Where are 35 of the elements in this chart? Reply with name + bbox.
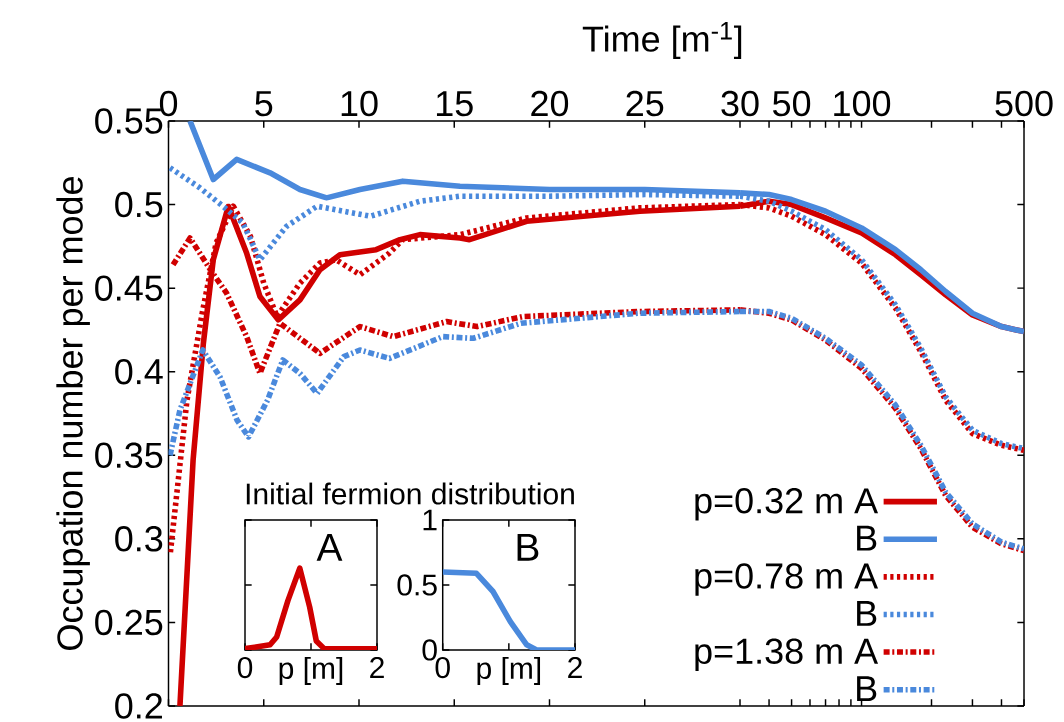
x-tick-label: 500 xyxy=(995,90,1053,117)
x-tick-label: 25 xyxy=(626,90,664,117)
legend-label: B xyxy=(857,676,877,702)
annotation: B xyxy=(517,533,539,561)
y-tick-label: 1 xyxy=(423,509,437,531)
x-axis-title: Time [m$^{-1}$] xyxy=(582,22,742,59)
x-tick-label: 15 xyxy=(436,91,473,117)
y-tick-label: 0.4 xyxy=(115,358,163,385)
x-axis-title: p [m] xyxy=(477,656,541,685)
y-tick-label: 0.3 xyxy=(115,526,163,552)
legend-label: p=0.32 m A xyxy=(695,488,879,521)
y-tick-label: 0.5 xyxy=(397,574,437,596)
y-tick-label: 0.2 xyxy=(115,693,162,719)
y-tick-label: 0.35 xyxy=(95,442,163,469)
chart-title: Initial fermion distribution xyxy=(246,482,574,505)
x-tick-label: 20 xyxy=(531,90,569,117)
x-tick-label: 100 xyxy=(834,90,891,117)
x-tick-label: 30 xyxy=(721,90,759,117)
x-tick-label: 0 xyxy=(237,656,253,679)
annotation: A xyxy=(316,533,343,561)
y-axis-title: Occupation number per mode xyxy=(56,177,90,650)
y-tick-label: 0 xyxy=(422,639,437,661)
x-tick-label: 2 xyxy=(370,656,384,678)
y-tick-label: 0.25 xyxy=(95,609,163,636)
legend-label: B xyxy=(857,525,877,551)
x-tick-label: 5 xyxy=(255,91,273,117)
legend-label: p=1.38 m A xyxy=(695,638,879,672)
x-tick-label: 50 xyxy=(773,90,811,117)
legend-label: B xyxy=(857,601,877,626)
x-tick-label: 2 xyxy=(568,656,582,678)
x-axis-title: p [m] xyxy=(279,656,343,685)
y-tick-label: 0.5 xyxy=(115,191,163,218)
y-tick-label: 0.45 xyxy=(95,275,163,301)
legend-label: p=0.78 m A xyxy=(695,563,879,596)
x-tick-label: 10 xyxy=(341,90,378,117)
